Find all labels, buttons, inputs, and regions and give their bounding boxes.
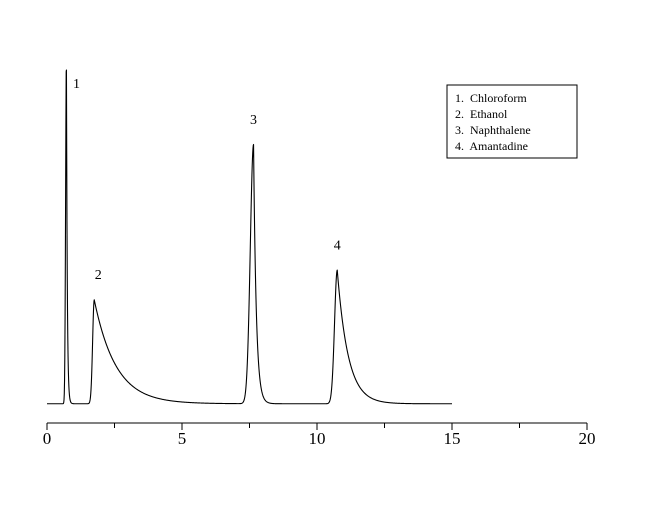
legend-item-naphthalene: 3. Naphthalene [455, 123, 531, 137]
legend: 1. Chloroform 2. Ethanol 3. Naphthalene … [446, 84, 578, 159]
x-tick-label: 10 [309, 429, 326, 448]
series-group [46, 69, 453, 405]
legend-item-chloroform: 1. Chloroform [455, 91, 527, 105]
x-axis: 0 5 10 15 20 [43, 422, 596, 448]
x-tick-label: 20 [579, 429, 596, 448]
x-tick-label: 5 [178, 429, 187, 448]
legend-item-amantadine: 4. Amantadine [455, 139, 528, 153]
legend-box [446, 84, 578, 159]
peak-label-3: 3 [250, 113, 257, 128]
chromatogram-trace [46, 69, 453, 405]
x-tick-label: 15 [444, 429, 461, 448]
peak-label-4: 4 [334, 238, 341, 253]
peak-labels: 1 2 3 4 [73, 77, 341, 283]
legend-item-ethanol: 2. Ethanol [455, 107, 508, 121]
peak-label-1: 1 [73, 77, 80, 92]
x-tick-label: 0 [43, 429, 52, 448]
peak-label-2: 2 [95, 268, 102, 283]
